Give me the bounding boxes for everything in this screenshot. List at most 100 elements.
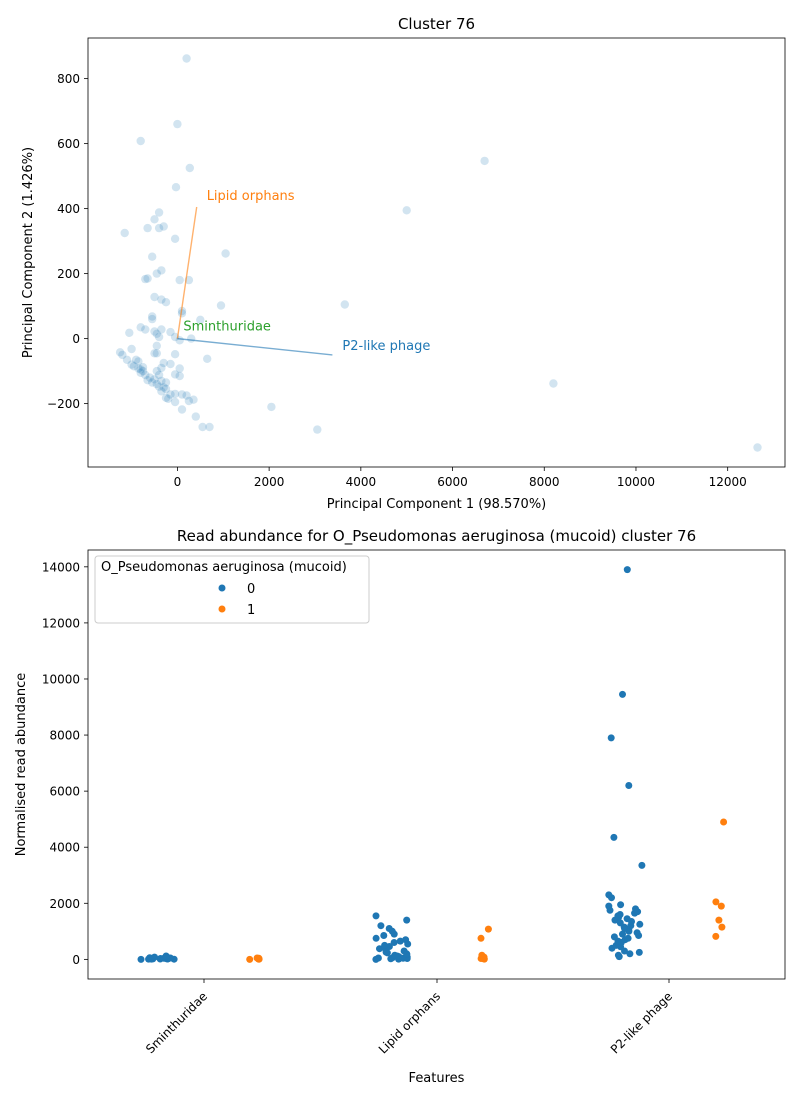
strip-point: [403, 916, 411, 924]
pca-point: [205, 422, 214, 432]
pca-point: [189, 395, 198, 404]
pca-point: [157, 387, 166, 396]
pca-point: [115, 348, 125, 357]
pca-point: [150, 327, 159, 336]
pca-point: [154, 370, 164, 380]
x-tick-label: 10000: [617, 475, 655, 489]
x-tick-label: 2000: [254, 475, 285, 489]
y-tick-label: 800: [57, 72, 80, 86]
pca-point: [157, 266, 166, 275]
pca-point: [157, 363, 166, 373]
pca-point: [152, 379, 161, 389]
pca-point: [154, 223, 164, 233]
strip-point: [400, 947, 408, 955]
strip-point: [717, 902, 725, 910]
pca-point: [157, 325, 166, 334]
pca-point: [154, 332, 164, 342]
pca-chart: Cluster 76 Lipid orphans P2-like phage Smi…: [21, 15, 786, 512]
pca-point: [125, 328, 134, 337]
strip-point: [720, 818, 728, 826]
pca-point: [170, 350, 180, 359]
pca-point: [150, 349, 159, 358]
pca-point: [198, 422, 207, 432]
y-tick-label: 0: [72, 953, 80, 967]
strip-point: [712, 932, 720, 940]
pca-point: [150, 215, 159, 224]
strip-point: [632, 905, 639, 913]
pca-point: [402, 206, 411, 215]
pca-point: [136, 365, 145, 374]
pca-point: [170, 397, 180, 407]
pca-point: [141, 370, 150, 380]
pca-point: [138, 366, 148, 376]
pca-point: [216, 301, 226, 310]
pca-point: [340, 300, 349, 309]
pca-point: [203, 354, 212, 363]
x-tick-label: 8000: [529, 475, 560, 489]
pca-x-axis: 0 2000 4000 6000 8000 10000 12000: [174, 467, 747, 489]
pca-point: [164, 394, 173, 403]
legend-marker-1: [218, 605, 226, 613]
pca-plot-frame: [87, 37, 786, 468]
pca-point: [148, 252, 157, 261]
pca-point: [161, 378, 171, 387]
pca-point: [150, 292, 159, 302]
strip-point: [617, 901, 625, 909]
abundance-chart: Read abundance for O_Pseudomonas aerugin…: [14, 527, 786, 1086]
pca-point: [136, 368, 145, 377]
pca-point: [161, 298, 171, 307]
pca-point: [120, 228, 129, 238]
abundance-plot-frame: [87, 549, 786, 980]
legend: O_Pseudomonas aeruginosa (mucoid) 0 1: [94, 555, 370, 624]
pca-point: [173, 119, 182, 129]
loading-label: Sminthuridae: [183, 320, 271, 335]
strip-point: [372, 912, 380, 920]
pca-point: [161, 384, 171, 394]
pca-point: [159, 222, 168, 231]
y-tick-label: 10000: [42, 672, 80, 686]
pca-point: [152, 341, 161, 350]
pca-point: [152, 349, 161, 358]
strip-point: [616, 911, 624, 918]
y-tick-label: 12000: [42, 616, 80, 630]
strip-points: [137, 566, 728, 963]
loading-label: P2-like phage: [342, 339, 430, 354]
pca-point: [152, 366, 161, 376]
pca-point: [136, 136, 145, 146]
pca-point: [143, 274, 152, 283]
strip-point: [381, 941, 389, 949]
strip-point: [478, 951, 486, 959]
pca-point: [175, 275, 184, 285]
strip-point: [638, 861, 646, 869]
legend-title: O_Pseudomonas aeruginosa (mucoid): [101, 560, 347, 575]
strip-point: [374, 954, 382, 962]
pca-point: [150, 375, 159, 384]
strip-point: [619, 690, 626, 698]
strip-point: [718, 923, 726, 931]
strip-point: [633, 929, 641, 937]
legend-box: [94, 555, 370, 624]
x-tick-label: Lipid orphans: [376, 989, 443, 1056]
loading-arrow: [177, 337, 333, 356]
x-tick-label: 4000: [346, 475, 377, 489]
y-tick-label: 2000: [49, 897, 80, 911]
pca-point: [122, 355, 132, 364]
strip-point: [623, 915, 631, 923]
abundance-y-axis: 0 2000 4000 6000 8000 10000 12000 14000: [42, 560, 88, 967]
strip-point: [715, 916, 723, 924]
pca-point: [196, 315, 205, 324]
strip-point: [605, 902, 613, 910]
pca-point: [154, 382, 164, 391]
pca-point: [143, 376, 152, 385]
pca-point: [157, 376, 166, 386]
pca-point: [175, 364, 184, 373]
pca-point: [161, 393, 171, 402]
strip-point: [616, 919, 624, 927]
pca-x-axis-label: Principal Component 1 (98.570%): [327, 497, 547, 512]
strip-point: [376, 945, 383, 953]
pca-y-axis: −200 0 200 400 600 800: [47, 72, 88, 411]
pca-point: [166, 359, 175, 369]
pca-point: [154, 208, 164, 217]
pca-point: [177, 405, 187, 414]
